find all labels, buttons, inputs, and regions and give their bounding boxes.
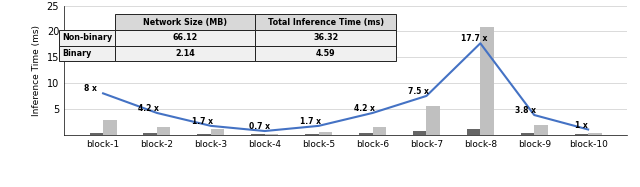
Bar: [103, 120, 116, 135]
Bar: [413, 131, 426, 135]
Bar: [426, 106, 440, 135]
Text: 8 x: 8 x: [84, 84, 97, 93]
Text: 4.2 x: 4.2 x: [138, 104, 159, 113]
Text: 0.7 x: 0.7 x: [248, 122, 269, 131]
Bar: [319, 132, 332, 135]
Bar: [481, 27, 494, 135]
Bar: [252, 134, 265, 135]
Legend: Binary, Non-binary, Speed-up: Binary, Non-binary, Speed-up: [236, 186, 456, 187]
Text: 17.7 x: 17.7 x: [461, 34, 488, 43]
Bar: [90, 133, 103, 135]
Bar: [359, 133, 372, 135]
Text: 4.2 x: 4.2 x: [354, 104, 374, 113]
Bar: [143, 133, 157, 135]
Bar: [157, 127, 170, 135]
Bar: [575, 134, 588, 135]
Bar: [534, 125, 548, 135]
Bar: [588, 133, 602, 135]
Bar: [197, 134, 211, 135]
Bar: [467, 129, 481, 135]
Bar: [521, 133, 534, 135]
Bar: [211, 129, 225, 135]
Text: 3.8 x: 3.8 x: [515, 106, 536, 116]
Text: 1 x: 1 x: [575, 121, 588, 130]
Bar: [265, 134, 278, 135]
Text: 1.7 x: 1.7 x: [300, 117, 321, 126]
Bar: [372, 127, 386, 135]
Bar: [305, 134, 319, 135]
Text: 1.7 x: 1.7 x: [192, 117, 213, 126]
Y-axis label: Inference Time (ms): Inference Time (ms): [32, 25, 41, 116]
Text: 7.5 x: 7.5 x: [408, 87, 428, 96]
